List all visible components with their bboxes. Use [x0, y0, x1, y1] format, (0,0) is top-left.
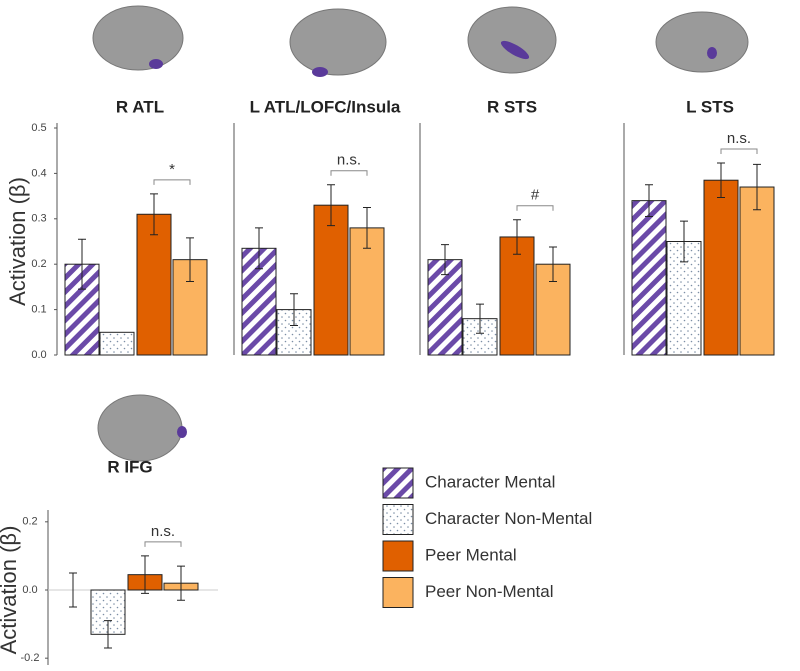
bar	[427, 259, 463, 356]
legend-swatch	[382, 577, 414, 608]
error-bar	[290, 293, 298, 326]
bar	[99, 331, 135, 356]
panel-title: R ATL	[116, 97, 164, 116]
panel-title: R IFG	[107, 457, 152, 476]
error-bar	[78, 238, 86, 290]
legend-label: Peer Mental	[425, 545, 517, 564]
legend-swatch	[382, 467, 414, 499]
significance-label: n.s.	[151, 523, 175, 540]
error-bar	[753, 163, 761, 211]
y-tick-label: 0.0	[31, 349, 46, 361]
error-bar	[186, 237, 194, 282]
legend-swatch	[382, 504, 414, 535]
significance-label: n.s.	[337, 152, 361, 169]
y-tick-label: 0.4	[31, 167, 46, 179]
y-tick-label: 0.3	[31, 213, 46, 225]
y-axis-label: Activation (β)	[5, 177, 30, 306]
error-bar	[327, 184, 335, 227]
error-bar	[717, 162, 725, 198]
error-bar	[69, 572, 77, 608]
legend-label: Peer Non-Mental	[425, 582, 554, 601]
error-bar	[476, 303, 484, 334]
error-bar	[513, 219, 521, 255]
y-tick-label: 0.2	[22, 516, 37, 528]
error-bar	[645, 184, 653, 218]
error-bar	[104, 620, 112, 649]
error-bar	[150, 193, 158, 236]
bar	[703, 179, 739, 356]
error-bar	[255, 227, 263, 270]
significance-bracket	[516, 205, 554, 211]
bar	[349, 227, 385, 356]
bar	[499, 236, 535, 356]
significance-bracket	[330, 170, 368, 176]
legend-label: Character Non-Mental	[425, 509, 592, 528]
bar	[739, 186, 775, 356]
bar	[136, 213, 172, 356]
y-axis-label: Activation (β)	[0, 526, 21, 655]
legend-label: Character Mental	[425, 472, 555, 491]
bar	[313, 204, 349, 356]
bar	[631, 200, 667, 356]
panel-title: R STS	[487, 97, 537, 116]
y-tick-label: 0.2	[31, 258, 46, 270]
error-bar	[680, 220, 688, 263]
brain-images	[92, 5, 749, 462]
significance-label: #	[531, 187, 540, 204]
significance-bracket	[720, 148, 758, 154]
panel-title: L ATL/LOFC/Insula	[250, 97, 401, 116]
error-bar	[177, 565, 185, 601]
y-tick-label: 0.5	[31, 122, 46, 134]
significance-label: n.s.	[727, 130, 751, 147]
legend-swatch	[382, 540, 414, 572]
y-tick-label: 0.0	[22, 584, 37, 596]
error-bar	[549, 246, 557, 282]
error-bar	[441, 244, 449, 276]
panel-title: L STS	[686, 97, 734, 116]
significance-label: *	[169, 161, 175, 178]
error-bar	[141, 555, 149, 594]
error-bar	[363, 206, 371, 249]
y-tick-label: 0.1	[31, 304, 46, 316]
y-tick-label: -0.2	[21, 652, 40, 664]
significance-bracket	[144, 541, 182, 547]
significance-bracket	[153, 179, 191, 185]
